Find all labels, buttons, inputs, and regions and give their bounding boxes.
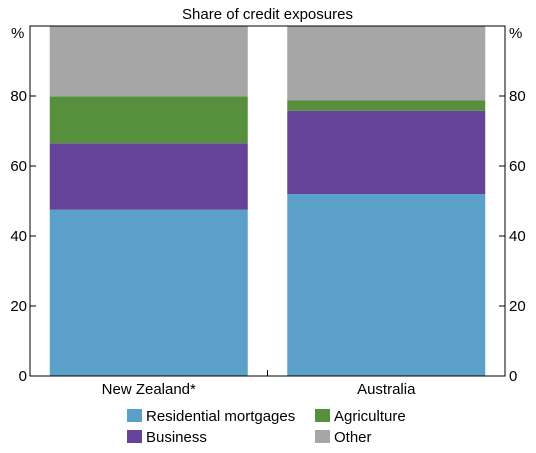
y-tick-label-right: 20 xyxy=(509,298,526,315)
y-tick-label-right: 40 xyxy=(509,228,526,245)
y-axis-unit-left: % xyxy=(11,25,24,42)
bars-group: New Zealand* Australia xyxy=(49,26,486,398)
legend-swatch-business xyxy=(127,430,142,443)
legend: Residential mortgages Agriculture Business… xyxy=(127,408,406,446)
legend-label-agriculture: Agriculture xyxy=(334,408,406,425)
legend-label-other: Other xyxy=(334,429,372,446)
x-tick-label: New Zealand* xyxy=(102,381,196,398)
chart-title: Share of credit exposures xyxy=(182,6,353,23)
legend-label-residential-mortgages: Residential mortgages xyxy=(146,408,295,425)
y-tick-label-left: 80 xyxy=(10,88,27,105)
bar-other-0 xyxy=(49,26,248,97)
bar-other-1 xyxy=(287,26,486,101)
y-tick-label-right: 80 xyxy=(509,88,526,105)
bar-residential-mortgages-0 xyxy=(49,209,248,376)
y-tick-label-left: 40 xyxy=(10,228,27,245)
bar-agriculture-0 xyxy=(49,96,248,144)
bar-business-0 xyxy=(49,143,248,210)
bar-residential-mortgages-1 xyxy=(287,194,486,376)
y-tick-label-left: 0 xyxy=(19,368,27,385)
y-tick-label-right: 0 xyxy=(509,368,517,385)
y-tick-label-left: 20 xyxy=(10,298,27,315)
axes-group: 0 0 20 20 40 40 60 60 80 80 xyxy=(10,88,525,385)
legend-swatch-other xyxy=(315,430,330,443)
y-axis-unit-right: % xyxy=(509,25,522,42)
bar-agriculture-1 xyxy=(287,100,486,111)
legend-swatch-residential-mortgages xyxy=(127,409,142,422)
bar-business-1 xyxy=(287,110,486,194)
y-tick-label-right: 60 xyxy=(509,158,526,175)
x-tick-label: Australia xyxy=(357,381,416,398)
y-tick-label-left: 60 xyxy=(10,158,27,175)
legend-swatch-agriculture xyxy=(315,409,330,422)
legend-label-business: Business xyxy=(146,429,207,446)
